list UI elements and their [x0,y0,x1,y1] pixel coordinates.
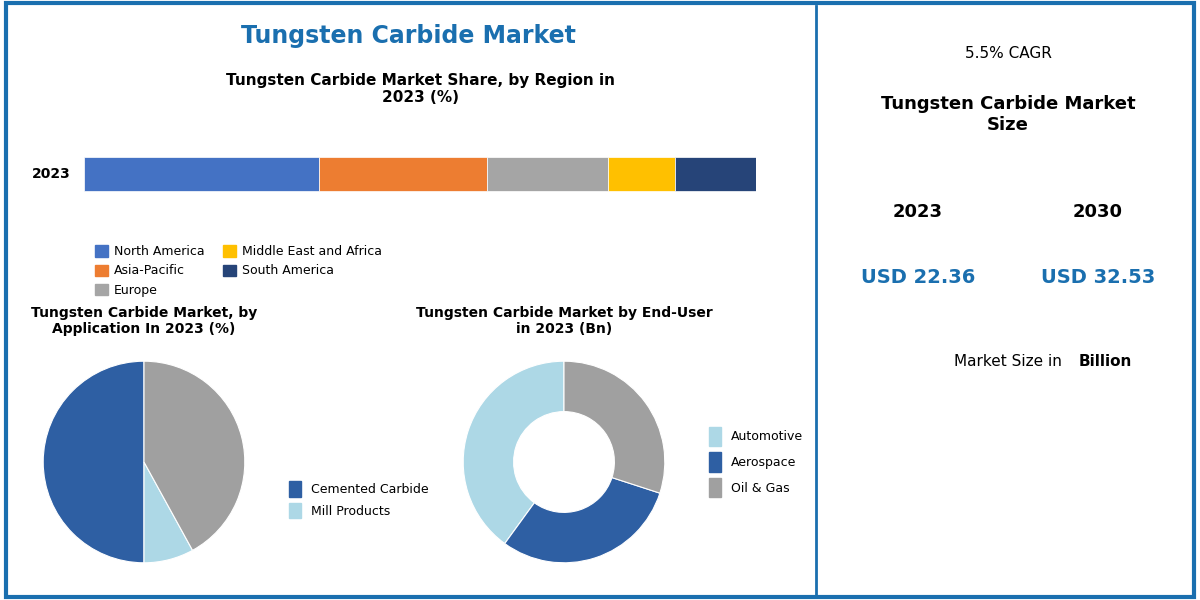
Wedge shape [564,361,665,493]
Text: 2023: 2023 [32,167,71,181]
Wedge shape [463,361,564,544]
Text: USD 22.36: USD 22.36 [860,268,976,287]
Wedge shape [43,361,144,563]
Bar [487,157,608,191]
Legend: Automotive, Aerospace, Oil & Gas: Automotive, Aerospace, Oil & Gas [709,427,804,497]
Bar [676,157,756,191]
Text: 2023: 2023 [893,203,943,221]
Bar [84,157,319,191]
Title: Tungsten Carbide Market Share, by Region in
2023 (%): Tungsten Carbide Market Share, by Region… [226,73,614,106]
Text: Tungsten Carbide Market
Size: Tungsten Carbide Market Size [881,95,1135,134]
Title: Tungsten Carbide Market by End-User
in 2023 (Bn): Tungsten Carbide Market by End-User in 2… [415,306,713,336]
Text: Market Size in: Market Size in [954,354,1067,369]
Title: Tungsten Carbide Market, by
Application In 2023 (%): Tungsten Carbide Market, by Application … [31,306,257,336]
Text: Billion: Billion [1079,354,1132,369]
Wedge shape [505,478,660,563]
Wedge shape [144,361,245,550]
Text: 5.5% CAGR: 5.5% CAGR [965,46,1051,61]
Bar [608,157,676,191]
Legend: North America, Asia-Pacific, Europe, Middle East and Africa, South America: North America, Asia-Pacific, Europe, Mid… [90,240,388,302]
Text: Tungsten Carbide Market: Tungsten Carbide Market [240,24,576,48]
Text: USD 32.53: USD 32.53 [1040,268,1156,287]
Bar [319,157,487,191]
Wedge shape [144,462,192,563]
Text: 2030: 2030 [1073,203,1123,221]
Legend: Cemented Carbide, Mill Products: Cemented Carbide, Mill Products [289,481,428,518]
